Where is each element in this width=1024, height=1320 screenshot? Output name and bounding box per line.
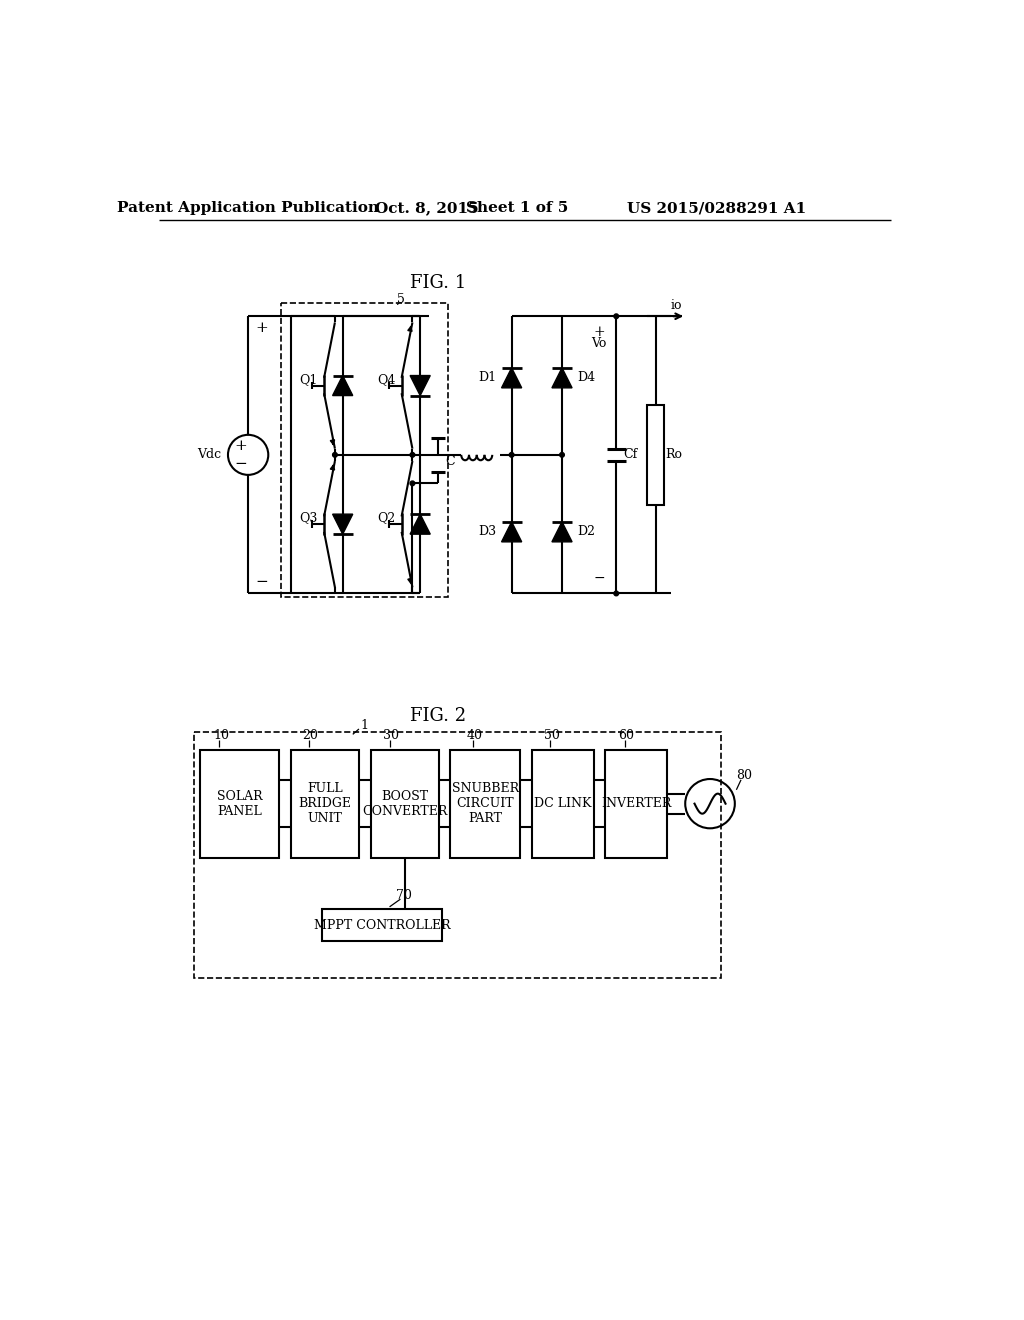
Text: Oct. 8, 2015: Oct. 8, 2015 [375,202,478,215]
Bar [291,750,359,858]
Text: 50: 50 [544,730,560,742]
Polygon shape [552,521,572,543]
Text: 10: 10 [213,730,229,742]
Text: Sheet 1 of 5: Sheet 1 of 5 [466,202,568,215]
Text: D4: D4 [578,371,596,384]
Text: Q3: Q3 [299,511,317,524]
Text: D3: D3 [478,525,496,539]
Text: SNUBBER
CIRCUIT
PART: SNUBBER CIRCUIT PART [452,783,519,825]
Text: 80: 80 [736,770,752,783]
Bar [451,750,520,858]
Text: D2: D2 [578,525,596,539]
Polygon shape [502,368,521,388]
Text: Cf: Cf [623,449,637,462]
Circle shape [509,453,514,457]
Bar [605,750,668,858]
Polygon shape [502,521,521,543]
Text: +: + [234,438,247,453]
Text: BOOST
CONVERTER: BOOST CONVERTER [362,789,447,817]
Text: FIG. 2: FIG. 2 [410,708,466,725]
Bar [200,750,280,858]
Text: 30: 30 [384,730,399,742]
Text: 1: 1 [360,719,369,733]
Text: FIG. 1: FIG. 1 [410,275,466,292]
Bar [371,750,438,858]
Polygon shape [410,376,430,396]
Text: INVERTER: INVERTER [601,797,672,810]
Circle shape [614,591,618,595]
Text: −: − [256,576,268,589]
Text: 5: 5 [397,293,404,306]
Text: 20: 20 [302,730,318,742]
Text: io: io [671,298,682,312]
Text: FULL
BRIDGE
UNIT: FULL BRIDGE UNIT [298,783,351,825]
Text: Vdc: Vdc [197,449,221,462]
Bar [647,405,665,506]
Text: C: C [444,454,455,467]
Circle shape [410,480,415,486]
Text: Patent Application Publication: Patent Application Publication [117,202,379,215]
Text: −: − [593,572,605,585]
Bar [322,909,442,941]
Text: DC LINK: DC LINK [535,797,592,810]
Bar [531,750,594,858]
Bar [194,733,721,978]
Text: +: + [593,325,605,339]
Polygon shape [333,376,352,396]
Text: +: + [256,321,268,335]
Text: 70: 70 [395,888,412,902]
Text: D1: D1 [478,371,496,384]
Circle shape [410,453,415,457]
Text: 40: 40 [466,730,482,742]
Text: Ro: Ro [666,449,682,462]
Text: SOLAR
PANEL: SOLAR PANEL [217,789,262,817]
Polygon shape [410,515,430,535]
Text: −: − [234,457,247,471]
Text: Q2: Q2 [377,511,395,524]
Text: 60: 60 [618,730,634,742]
Polygon shape [333,515,352,535]
Polygon shape [552,368,572,388]
Text: Vo: Vo [592,337,607,350]
Circle shape [333,453,337,457]
Text: US 2015/0288291 A1: US 2015/0288291 A1 [628,202,807,215]
Bar [282,304,449,597]
Text: Q4: Q4 [377,372,395,385]
Text: Q1: Q1 [299,372,317,385]
Text: MPPT CONTROLLER: MPPT CONTROLLER [313,919,451,932]
Circle shape [560,453,564,457]
Circle shape [614,314,618,318]
